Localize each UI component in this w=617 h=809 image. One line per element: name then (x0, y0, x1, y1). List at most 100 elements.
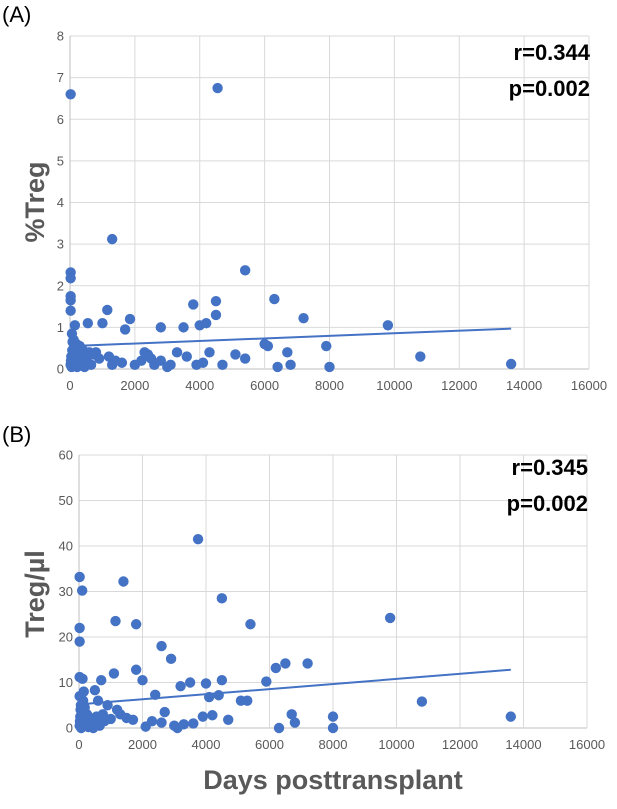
y-tick-label: 8 (57, 29, 64, 44)
data-point (181, 351, 192, 362)
x-tick-label: 6000 (255, 737, 284, 752)
data-point (382, 320, 394, 331)
data-point (273, 722, 285, 734)
y-tick-label: 3 (57, 237, 64, 252)
data-point (223, 714, 234, 726)
x-tick-label: 8000 (319, 737, 348, 752)
data-point (200, 678, 212, 689)
x-tick-label: 14000 (506, 378, 542, 393)
y-tick-label: 6 (57, 112, 64, 127)
data-point (82, 318, 94, 329)
data-point (207, 710, 218, 721)
panel-a-label: (A) (2, 2, 31, 27)
panel-b-data-points (74, 533, 516, 734)
data-point (216, 675, 228, 686)
data-point (201, 318, 212, 329)
data-point (175, 680, 186, 692)
data-point (197, 357, 209, 368)
data-point (74, 622, 85, 634)
data-point (93, 353, 105, 364)
panel-a-r-value: r=0.344 (514, 40, 591, 65)
data-point (261, 676, 272, 687)
panel-a-scatter: (A) 0 1 2 3 4 5 6 7 8 0 2000 4000 6000 8000 10000 1200… (2, 2, 607, 393)
data-point (97, 318, 108, 329)
y-tick-label: 20 (59, 630, 73, 645)
data-point (156, 640, 167, 652)
y-tick-label: 10 (59, 675, 73, 690)
y-tick-label: 40 (59, 539, 73, 554)
panel-b-gridlines (78, 454, 588, 729)
panel-b-trendline (78, 668, 511, 706)
data-point (89, 685, 101, 696)
x-tick-label: 0 (75, 737, 82, 752)
data-point (124, 313, 136, 325)
data-point (96, 675, 107, 686)
panel-b-y-tick-labels: 0 10 20 30 40 50 60 (59, 448, 73, 736)
data-point (217, 359, 228, 371)
data-point (69, 320, 81, 331)
panel-a-gridlines (69, 35, 590, 370)
y-tick-label: 5 (57, 153, 64, 168)
data-point (327, 722, 339, 734)
data-point (130, 664, 142, 675)
data-point (172, 722, 183, 734)
data-point (210, 309, 222, 321)
x-tick-label: 14000 (505, 737, 541, 752)
data-point (92, 695, 104, 706)
data-point (140, 721, 151, 732)
data-point (108, 668, 120, 679)
data-point (230, 349, 241, 360)
data-point (74, 571, 85, 583)
data-point (197, 711, 209, 722)
x-tick-label: 6000 (250, 378, 279, 393)
data-point (416, 696, 428, 707)
y-tick-label: 0 (57, 362, 64, 377)
panel-a-p-value: p=0.002 (509, 76, 590, 101)
data-point (239, 265, 251, 276)
y-tick-label: 2 (57, 278, 64, 293)
data-point (76, 585, 88, 596)
data-point (505, 358, 517, 370)
x-tick-label: 16000 (569, 737, 605, 752)
y-tick-label: 1 (57, 320, 64, 335)
panel-a-data-points (65, 82, 517, 373)
y-tick-label: 4 (57, 195, 64, 210)
data-point (298, 313, 309, 324)
data-point (184, 677, 196, 688)
y-tick-label: 50 (59, 493, 73, 508)
data-point (127, 714, 139, 726)
data-point (78, 686, 89, 697)
data-point (285, 359, 296, 371)
panel-b-label: (B) (2, 422, 31, 447)
data-point (129, 359, 141, 371)
y-tick-label: 7 (57, 70, 64, 85)
data-point (130, 619, 142, 630)
panel-a-y-tick-labels: 0 1 2 3 4 5 6 7 8 (57, 29, 64, 377)
data-point (213, 690, 224, 701)
data-point (65, 305, 76, 316)
x-tick-label: 4000 (192, 737, 221, 752)
data-point (216, 593, 228, 604)
data-point (289, 717, 301, 728)
data-point (110, 615, 121, 627)
data-point (171, 347, 183, 358)
y-tick-label: 0 (66, 721, 73, 736)
data-point (155, 355, 167, 366)
data-point (119, 324, 131, 335)
x-tick-label: 12000 (441, 378, 477, 393)
data-point (74, 636, 85, 647)
data-point (324, 361, 335, 373)
data-point (204, 347, 215, 358)
data-point (245, 619, 256, 630)
data-point (188, 718, 199, 729)
data-point (302, 658, 313, 669)
data-point (106, 233, 118, 245)
panel-a-x-tick-labels: 0 2000 4000 6000 8000 10000 12000 14000 16000 (66, 378, 607, 393)
data-point (65, 295, 76, 306)
data-point (210, 295, 222, 307)
data-point (384, 612, 396, 624)
data-point (137, 675, 148, 686)
x-tick-label: 4000 (185, 378, 214, 393)
x-tick-label: 12000 (442, 737, 478, 752)
data-point (415, 351, 426, 362)
